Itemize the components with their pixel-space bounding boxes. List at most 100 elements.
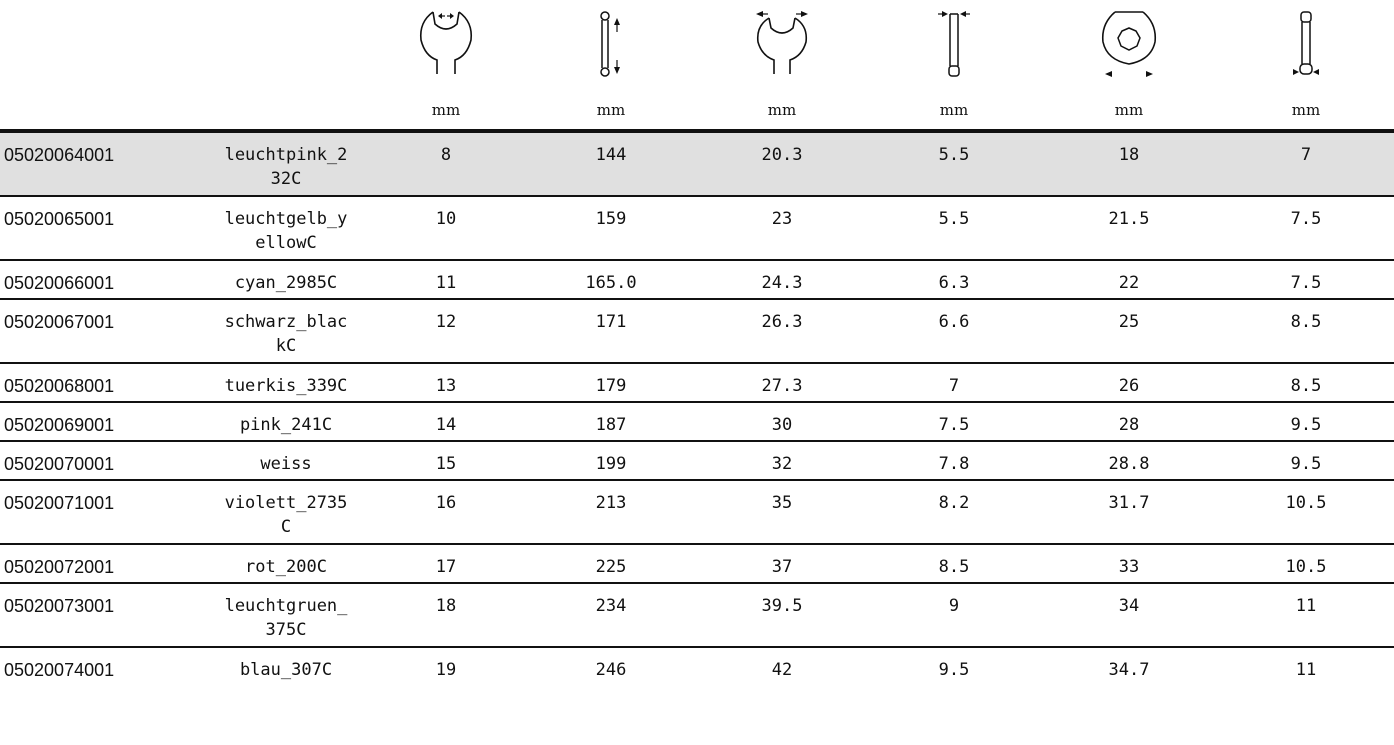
cell-value: 17 [366,544,526,584]
cell-value: 187 [526,402,696,442]
spec-table: mm mm mm mm mm mm 05020064001 leuchtpink… [0,0,1394,685]
cell-value: 18 [366,583,526,648]
cell-value: 21.5 [1040,196,1218,261]
open-end-head-thickness-icon [938,11,970,77]
unit-label: mm [868,93,1040,133]
color-name: pink_241C [206,402,366,442]
cell-value: 26 [1040,363,1218,403]
cell-value: 8.5 [1218,363,1394,403]
ring-end-head-width-icon [1101,11,1157,77]
cell-value: 171 [526,299,696,364]
table-row: 05020072001 rot_200C 17 225 37 8.5 33 10… [0,544,1394,584]
cell-value: 6.6 [868,299,1040,364]
color-name: rot_200C [206,544,366,584]
open-end-jaw-width-icon [419,11,473,74]
cell-value: 11 [1295,660,1317,680]
unit-label: mm [696,93,868,133]
table-header: mm mm mm mm mm mm [0,0,1394,133]
cell-value: 144 [526,131,696,197]
ring-end-head-thickness-icon [1293,11,1319,75]
article-number: 05020066001 [0,260,206,300]
cell-value: 8.5 [1218,299,1394,364]
table-row: 05020065001 leuchtgelb_yellowC 10 159 23… [0,196,1394,261]
cell-value: 246 [595,660,627,680]
color-name: schwarz_blackC [206,299,366,364]
cell-value: 12 [366,299,526,364]
cell-value: 35 [696,480,868,545]
table-row: 05020068001 tuerkis_339C 13 179 27.3 7 2… [0,363,1394,403]
color-name: leuchtpink_232C [206,131,366,197]
cell-value: 37 [696,544,868,584]
cell-value: 7.5 [1218,196,1394,261]
cell-value: 10.5 [1218,480,1394,545]
open-end-head-width-icon [756,11,808,74]
cell-value: 33 [1040,544,1218,584]
unit-blank-article [0,93,206,133]
cell-value: 23 [696,196,868,261]
article-number: 05020065001 [0,196,206,261]
article-number: 05020067001 [0,299,206,364]
cell-value: 18 [1040,131,1218,197]
cell-value: 7.5 [1218,260,1394,300]
cell-value: 159 [526,196,696,261]
header-color-blank [206,0,366,93]
article-number: 05020068001 [0,363,206,403]
color-name: weiss [206,441,366,481]
table-row: 05020067001 schwarz_blackC 12 171 26.3 6… [0,299,1394,364]
table-row: 05020066001 cyan_2985C 11 165.0 24.3 6.3… [0,260,1394,300]
cell-value: 199 [526,441,696,481]
cell-value: 10 [366,196,526,261]
article-number: 05020074001 [4,660,115,680]
cell-value: 7.5 [868,402,1040,442]
cell-value: 15 [366,441,526,481]
unit-header-row: mm mm mm mm mm mm [0,93,1394,133]
cell-value: 5.5 [868,196,1040,261]
cell-value: 34 [1040,583,1218,648]
table-body: 05020064001 leuchtpink_232C 8 144 20.3 5… [0,131,1394,685]
cell-value: 22 [1040,260,1218,300]
article-number: 05020072001 [0,544,206,584]
cell-value: 42 [771,660,793,680]
icon-header-row [0,0,1394,93]
cell-value: 7 [1218,131,1394,197]
cell-value: 24.3 [696,260,868,300]
cell-value: 11 [1218,583,1394,648]
cell-value: 13 [366,363,526,403]
cell-value: 27.3 [696,363,868,403]
color-name: cyan_2985C [206,260,366,300]
cell-value: 9.5 [938,660,970,680]
cell-value: 7 [868,363,1040,403]
table-row: 05020064001 leuchtpink_232C 8 144 20.3 5… [0,131,1394,197]
table-row: 05020073001 leuchtgruen_375C 18 234 39.5… [0,583,1394,648]
cell-value: 5.5 [868,131,1040,197]
cell-value: 213 [526,480,696,545]
cell-value: 9.5 [1218,402,1394,442]
color-name: leuchtgelb_yellowC [206,196,366,261]
article-number: 05020073001 [0,583,206,648]
cell-value: 8.5 [868,544,1040,584]
article-number: 05020071001 [0,480,206,545]
unit-label: mm [1218,93,1394,133]
header-article-blank [0,0,206,93]
color-name: violett_2735C [206,480,366,545]
cell-value: 28 [1040,402,1218,442]
cell-value: 9 [868,583,1040,648]
color-name: leuchtgruen_375C [206,583,366,648]
color-name: blau_307C [239,660,333,680]
cell-value: 179 [526,363,696,403]
cell-value: 10.5 [1218,544,1394,584]
table-row: 05020070001 weiss 15 199 32 7.8 28.8 9.5 [0,441,1394,481]
table-row: 05020074001 blau_307C 19 246 42 9.5 34.7… [0,647,1394,685]
cell-value: 20.3 [696,131,868,197]
cell-value: 30 [696,402,868,442]
cell-value: 25 [1040,299,1218,364]
unit-label: mm [526,93,696,133]
cell-value: 28.8 [1040,441,1218,481]
cell-value: 8.2 [868,480,1040,545]
table-row: 05020071001 violett_2735C 16 213 35 8.2 … [0,480,1394,545]
cell-value: 16 [366,480,526,545]
cell-value: 34.7 [1108,660,1150,680]
unit-label: mm [1040,93,1218,133]
cell-value: 7.8 [868,441,1040,481]
